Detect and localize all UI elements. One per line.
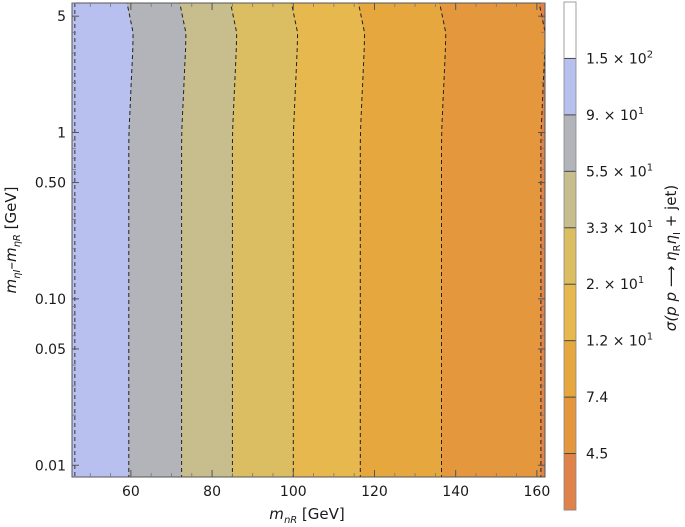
contour-region-4 (230, 3, 298, 477)
x-tick-label: 120 (361, 484, 388, 500)
colorbar-level-label: 3.3 × 101 (586, 219, 653, 237)
colorbar-frame (563, 1, 577, 511)
colorbar-level-label: 4.5 (586, 447, 608, 463)
x-axis-title: mηR [GeV] (269, 505, 345, 523)
colorbar-band-3 (564, 340, 576, 398)
colorbar-level-label: 5.5 × 101 (586, 162, 653, 180)
colorbar (564, 2, 576, 511)
contour-region-5 (291, 3, 365, 477)
colorbar-level-label: 1.5 × 102 (586, 49, 653, 67)
x-axis-ticks: 60 80 100 120 140 160 (89, 3, 551, 500)
y-tick-label: 0.01 (35, 458, 66, 474)
y-axis-title: mηI–mηR [GeV] (2, 187, 23, 294)
colorbar-level-label: 9. × 101 (586, 106, 644, 124)
x-tick-label: 160 (524, 484, 551, 500)
colorbar-level-label: 2. × 101 (586, 275, 644, 293)
y-axis-ticks: 0.01 0.05 0.10 0.50 1 5 (35, 2, 545, 474)
contour-line-6 (439, 3, 447, 477)
colorbar-labels: 4.5 7.4 1.2 × 101 2. × 101 3.3 × 101 5.5 × 10… (586, 49, 653, 462)
contour-region-1 (72, 3, 134, 477)
colorbar-band-1 (564, 453, 576, 511)
x-tick-label: 140 (442, 484, 469, 500)
x-tick-label: 100 (280, 484, 307, 500)
colorbar-band-9 (564, 2, 576, 59)
contour-line-4 (290, 3, 299, 477)
contour-region-2 (126, 3, 187, 477)
colorbar-band-7 (564, 114, 576, 172)
x-tick-label: 80 (203, 484, 221, 500)
contour-region-7 (439, 3, 545, 477)
colorbar-level-label: 7.4 (586, 390, 608, 406)
contour-lines (74, 3, 545, 477)
plot-frame (71, 2, 546, 478)
colorbar-band-6 (564, 171, 576, 229)
contour-region-6 (358, 3, 447, 477)
contour-line-7 (538, 3, 545, 477)
y-tick-label: 0.50 (35, 176, 66, 192)
contour-line-2 (179, 3, 187, 477)
contour-regions (72, 3, 545, 477)
colorbar-title: σ(p p ⟶ ηRηI + jet) (662, 185, 683, 331)
colorbar-level-label: 1.2 × 101 (586, 332, 653, 350)
colorbar-band-5 (564, 227, 576, 285)
contour-line-1 (126, 3, 134, 477)
contour-line-3 (230, 3, 238, 477)
colorbar-band-2 (564, 397, 576, 455)
colorbar-band-8 (564, 58, 576, 116)
x-tick-label: 60 (122, 484, 140, 500)
y-tick-label: 1 (57, 125, 66, 141)
y-tick-label: 5 (57, 9, 66, 25)
y-tick-label: 0.10 (35, 292, 66, 308)
y-tick-label: 0.05 (35, 342, 66, 358)
contour-line-5 (357, 3, 366, 477)
contour-region-3 (179, 3, 237, 477)
colorbar-band-4 (564, 284, 576, 342)
